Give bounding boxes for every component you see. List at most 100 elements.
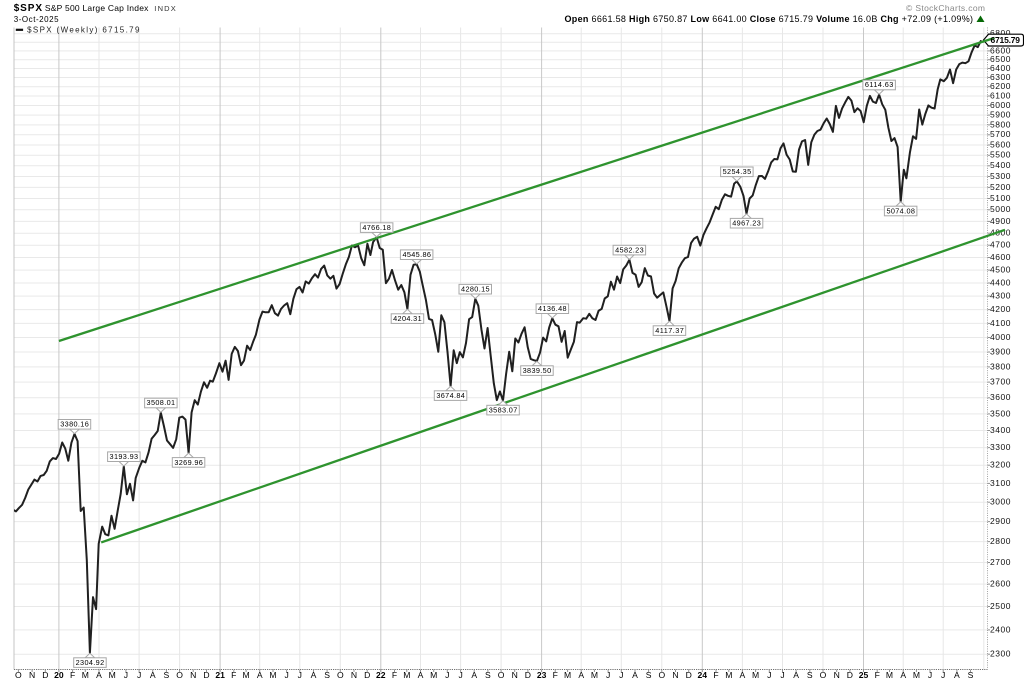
svg-text:A: A [740,670,746,680]
svg-text:5900: 5900 [990,110,1011,120]
svg-text:5400: 5400 [990,160,1011,170]
svg-text:O: O [658,670,665,680]
svg-text:4600: 4600 [990,252,1011,262]
svg-text:21: 21 [215,670,225,680]
svg-text:4582.23: 4582.23 [615,245,644,254]
svg-text:J: J [124,670,128,680]
svg-text:INDX: INDX [154,4,176,13]
svg-text:5300: 5300 [990,171,1011,181]
svg-text:5100: 5100 [990,193,1011,203]
svg-text:F: F [875,670,880,680]
svg-text:4545.86: 4545.86 [402,250,431,259]
svg-text:5000: 5000 [990,204,1011,214]
svg-text:24: 24 [698,670,708,680]
svg-text:Open 6661.58 High 6750.87 Low: Open 6661.58 High 6750.87 Low 6641.00 Cl… [565,14,974,24]
svg-text:N: N [190,670,196,680]
svg-text:M: M [564,670,571,680]
svg-text:O: O [15,670,22,680]
svg-text:D: D [847,670,853,680]
svg-text:3269.96: 3269.96 [174,458,203,467]
svg-text:S: S [807,670,813,680]
svg-text:N: N [512,670,518,680]
svg-text:3800: 3800 [990,361,1011,371]
svg-text:2400: 2400 [990,624,1011,634]
svg-text:4700: 4700 [990,240,1011,250]
svg-text:A: A [96,670,102,680]
svg-text:M: M [752,670,759,680]
svg-text:D: D [525,670,531,680]
svg-text:2304.92: 2304.92 [76,658,105,667]
svg-text:O: O [820,670,827,680]
svg-text:M: M [109,670,116,680]
svg-text:S: S [324,670,330,680]
svg-text:20: 20 [54,670,64,680]
svg-text:M: M [82,670,89,680]
svg-text:J: J [767,670,771,680]
svg-text:J: J [458,670,462,680]
svg-text:J: J [298,670,302,680]
svg-text:4280.15: 4280.15 [461,284,490,293]
svg-text:4967.23: 4967.23 [732,219,761,228]
svg-text:6400: 6400 [990,63,1011,73]
svg-text:J: J [780,670,784,680]
svg-text:N: N [351,670,357,680]
svg-text:M: M [269,670,276,680]
svg-text:A: A [900,670,906,680]
svg-text:N: N [672,670,678,680]
svg-text:J: J [619,670,623,680]
svg-text:$SPX (Weekly) 6715.79: $SPX (Weekly) 6715.79 [27,26,140,35]
svg-text:F: F [70,670,75,680]
svg-text:J: J [137,670,141,680]
svg-text:J: J [606,670,610,680]
svg-text:D: D [42,670,48,680]
svg-text:S: S [646,670,652,680]
svg-text:D: D [364,670,370,680]
svg-text:D: D [686,670,692,680]
svg-text:D: D [203,670,209,680]
svg-text:6800: 6800 [990,28,1011,38]
svg-text:A: A [311,670,317,680]
svg-text:3839.50: 3839.50 [523,366,552,375]
svg-text:3700: 3700 [990,377,1011,387]
svg-text:6114.63: 6114.63 [865,80,894,89]
svg-text:F: F [713,670,718,680]
svg-text:3193.93: 3193.93 [110,452,139,461]
svg-text:4900: 4900 [990,216,1011,226]
svg-text:O: O [337,670,344,680]
svg-text:2600: 2600 [990,579,1011,589]
svg-text:4200: 4200 [990,304,1011,314]
svg-text:3200: 3200 [990,460,1011,470]
svg-text:5800: 5800 [990,119,1011,129]
svg-text:4100: 4100 [990,318,1011,328]
svg-text:O: O [498,670,505,680]
svg-text:S&P 500 Large Cap Index: S&P 500 Large Cap Index [45,3,149,13]
svg-text:S: S [485,670,491,680]
svg-text:3500: 3500 [990,408,1011,418]
svg-text:A: A [418,670,424,680]
svg-text:M: M [403,670,410,680]
svg-text:4117.37: 4117.37 [655,326,684,335]
svg-text:3900: 3900 [990,346,1011,356]
svg-text:6100: 6100 [990,90,1011,100]
svg-text:2700: 2700 [990,557,1011,567]
svg-text:5600: 5600 [990,139,1011,149]
svg-text:5200: 5200 [990,182,1011,192]
svg-text:F: F [392,670,397,680]
svg-text:6000: 6000 [990,100,1011,110]
svg-text:M: M [913,670,920,680]
svg-text:J: J [445,670,449,680]
svg-text:J: J [941,670,945,680]
svg-text:4500: 4500 [990,265,1011,275]
svg-text:5074.08: 5074.08 [886,206,915,215]
svg-text:A: A [150,670,156,680]
svg-text:S: S [968,670,974,680]
svg-text:4204.31: 4204.31 [393,314,422,323]
svg-text:23: 23 [537,670,547,680]
svg-text:M: M [725,670,732,680]
svg-text:3583.07: 3583.07 [489,406,518,415]
svg-text:$SPX: $SPX [14,3,43,14]
svg-text:3000: 3000 [990,497,1011,507]
svg-text:22: 22 [376,670,386,680]
svg-text:25: 25 [859,670,869,680]
svg-text:3508.01: 3508.01 [147,398,176,407]
